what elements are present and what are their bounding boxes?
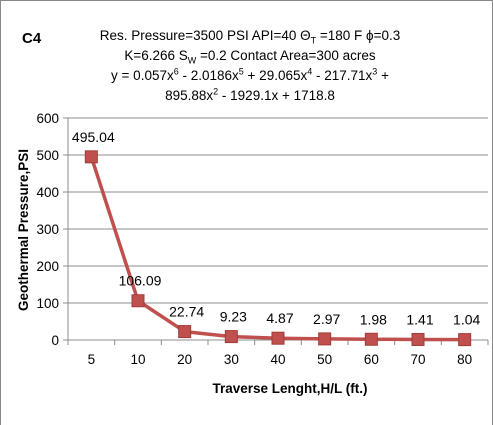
- data-point-marker-70: [411, 332, 425, 346]
- equation-exp-4: 4: [307, 66, 313, 77]
- data-label-80: 1.04: [453, 312, 480, 328]
- title-line-2-subscript: W: [187, 55, 197, 66]
- data-label-10: 106.09: [119, 273, 162, 289]
- data-point-marker-80: [458, 333, 472, 347]
- gridlines: [68, 117, 488, 304]
- equation-term-2: - 2.0186x: [178, 68, 239, 83]
- y-tick-label-100: 100: [36, 296, 59, 311]
- data-label-40: 4.87: [266, 310, 293, 326]
- data-point-marker-50: [318, 332, 332, 346]
- x-tick-label-5: 5: [88, 352, 96, 367]
- data-label-50: 2.97: [313, 311, 340, 327]
- chart-title-line-2: K=6.266 SW =0.2 Contact Area=300 acres: [60, 47, 440, 65]
- data-point-marker-30: [224, 330, 238, 344]
- x-tick-label-70: 70: [410, 352, 425, 367]
- equation-exp-5: 5: [238, 66, 244, 77]
- trendline-equation-line-1: y = 0.057x6 - 2.0186x5 + 29.065x4 - 217.…: [60, 67, 440, 85]
- x-tick-label-60: 60: [364, 352, 379, 367]
- frame-top-border: [0, 0, 493, 1]
- y-tick-label-200: 200: [36, 259, 59, 274]
- x-tick-label-20: 20: [177, 352, 192, 367]
- data-labels: 495.04 106.09 22.74 9.23 4.87 2.97 1.98 1.41 1.0…: [72, 129, 481, 328]
- panel-label: C4: [22, 30, 42, 47]
- x-tick-label-80: 80: [457, 352, 472, 367]
- title-line-1-part-a: Res. Pressure=3500 PSI API=40 Θ: [99, 28, 311, 43]
- data-point-marker-60: [364, 332, 378, 346]
- equation-term-1: y = 0.057x: [111, 68, 174, 83]
- x-tick-labels: 5 10 20 30 40 50 60 70 80: [88, 352, 473, 367]
- data-point-marker-20: [178, 325, 192, 339]
- y-tick-label-500: 500: [36, 148, 59, 163]
- x-tick-label-40: 40: [270, 352, 285, 367]
- title-line-1-part-b: =180 F ϕ=0.3: [316, 28, 401, 43]
- title-line-2-part-b: =0.2 Contact Area=300 acres: [196, 48, 376, 63]
- y-axis-title: Geothermal Pressure,PSI: [16, 149, 31, 311]
- x-tick-label-30: 30: [224, 352, 239, 367]
- x-axis-title: Traverse Lenght,H/L (ft.): [212, 381, 367, 396]
- y-tick-label-400: 400: [36, 185, 59, 200]
- y-tick-label-300: 300: [36, 222, 59, 237]
- y-tick-labels: 0 100 200 300 400 500 600: [36, 111, 59, 348]
- data-label-5: 495.04: [72, 129, 115, 145]
- title-line-1-subscript: T: [310, 35, 317, 46]
- equation-term-4: - 217.71x: [312, 68, 373, 83]
- equation-exp-2: 2: [213, 86, 219, 97]
- data-label-60: 1.98: [360, 311, 387, 327]
- data-point-marker-10: [131, 294, 145, 308]
- equation-exp-3: 3: [372, 66, 378, 77]
- x-tick-label-10: 10: [130, 352, 145, 367]
- equation-term-3: + 29.065x: [243, 68, 308, 83]
- data-point-marker-5: [84, 150, 98, 164]
- data-label-20: 22.74: [169, 304, 204, 320]
- y-tick-label-0: 0: [51, 333, 59, 348]
- y-tick-label-600: 600: [36, 111, 59, 126]
- data-label-70: 1.41: [406, 311, 433, 327]
- x-tick-label-50: 50: [317, 352, 332, 367]
- equation-exp-6: 6: [173, 66, 179, 77]
- equation-term-5: +: [377, 68, 389, 83]
- equation-term-6: 895.88x: [165, 88, 214, 103]
- equation-term-7: - 1929.1x + 1718.8: [218, 88, 335, 103]
- data-label-30: 9.23: [220, 309, 247, 325]
- trendline-equation-line-2: 895.88x2 - 1929.1x + 1718.8: [60, 87, 440, 105]
- data-point-marker-40: [271, 331, 285, 345]
- series-markers: [84, 150, 472, 347]
- title-line-2-part-a: K=6.266 S: [124, 48, 188, 63]
- chart-title-line-1: Res. Pressure=3500 PSI API=40 ΘT =180 F …: [60, 27, 440, 45]
